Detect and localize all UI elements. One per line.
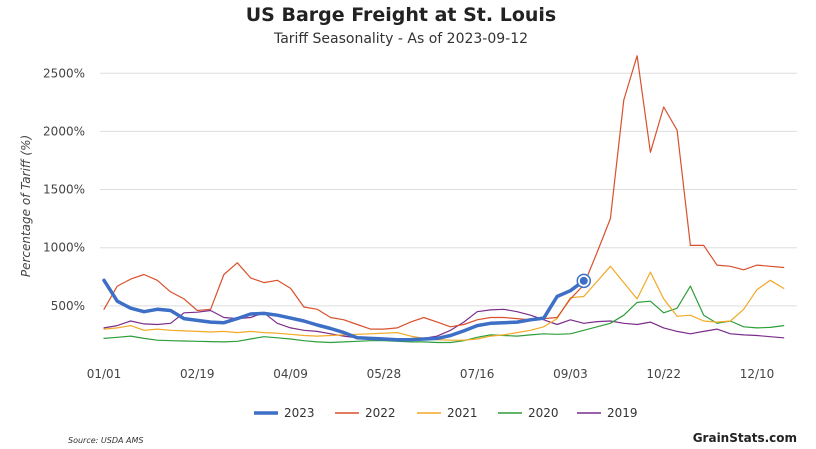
x-tick-label: 02/19: [180, 367, 215, 381]
y-tick-label: 500%: [51, 299, 85, 313]
y-axis-ticks: 500% 1000% 1500% 2000% 2500%: [43, 66, 85, 313]
x-tick-label: 01/01: [87, 367, 122, 381]
series-line-2022: [103, 55, 785, 330]
legend[interactable]: 2023 2022 2021 2020 2019: [254, 406, 638, 420]
x-axis-ticks: 01/01 02/19 04/09 05/28 07/16 09/03 10/22 12/10: [87, 367, 775, 381]
series-line-2023: [102, 278, 586, 342]
series-line-2021: [103, 265, 785, 341]
legend-label: 2019: [607, 406, 638, 420]
legend-item-2022[interactable]: 2022: [335, 406, 396, 420]
chart-title: US Barge Freight at St. Louis: [246, 4, 557, 26]
x-tick-label: 12/10: [740, 367, 775, 381]
legend-item-2019[interactable]: 2019: [577, 406, 638, 420]
y-tick-label: 2000%: [43, 124, 85, 138]
legend-item-2023[interactable]: 2023: [254, 406, 315, 420]
series-line-2020: [103, 285, 785, 344]
x-tick-label: 07/16: [460, 367, 495, 381]
y-axis-label: Percentage of Tariff (%): [19, 135, 33, 277]
legend-label: 2021: [447, 406, 478, 420]
y-tick-label: 2500%: [43, 66, 85, 80]
source-note: Source: USDA AMS: [68, 436, 143, 445]
legend-label: 2023: [284, 406, 315, 420]
legend-label: 2020: [528, 406, 559, 420]
legend-item-2021[interactable]: 2021: [417, 406, 478, 420]
x-tick-label: 09/03: [553, 367, 588, 381]
legend-label: 2022: [365, 406, 396, 420]
legend-item-2020[interactable]: 2020: [498, 406, 559, 420]
x-tick-label: 05/28: [367, 367, 402, 381]
chart-subtitle: Tariff Seasonality - As of 2023-09-12: [273, 31, 528, 47]
x-tick-label: 10/22: [646, 367, 681, 381]
grid-lines: [100, 72, 797, 307]
series-lines: [102, 55, 785, 344]
y-tick-label: 1000%: [43, 241, 85, 255]
brand-label: GrainStats.com: [693, 431, 797, 445]
series-line-2019: [103, 308, 785, 341]
latest-point-marker: [579, 276, 588, 285]
x-tick-label: 04/09: [273, 367, 308, 381]
y-tick-label: 1500%: [43, 183, 85, 197]
